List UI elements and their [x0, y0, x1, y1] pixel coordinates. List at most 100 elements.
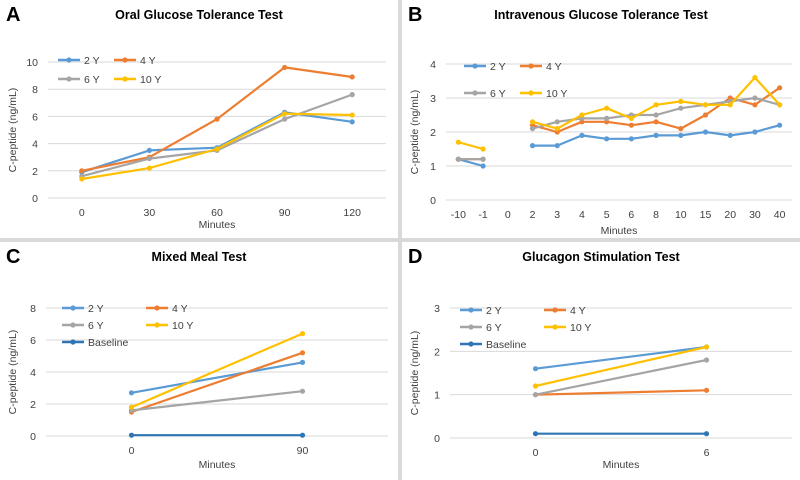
x-axis-label: Minutes	[601, 225, 638, 237]
legend-marker	[468, 341, 474, 347]
legend-marker	[468, 307, 474, 313]
y-axis-label: C-peptide (ng/mL)	[7, 88, 19, 173]
data-point-6y	[703, 357, 710, 363]
y-tick-label: 2	[32, 166, 38, 178]
data-point-10y	[604, 105, 610, 111]
data-point-2y	[128, 390, 135, 396]
data-point-2y	[480, 163, 486, 169]
panel-label: B	[408, 4, 423, 26]
data-point-2y	[532, 366, 539, 372]
data-point-2y	[146, 147, 152, 153]
y-tick-label: 3	[430, 93, 436, 105]
panel-gst: D Glucagon Stimulation Test 0 1 2 3 0 6 Minute…	[402, 242, 800, 480]
data-point-10y	[146, 165, 152, 171]
y-tick-label: 0	[430, 195, 436, 207]
data-point-10y	[628, 115, 634, 121]
data-point-6y	[146, 155, 152, 162]
data-point-10y	[128, 404, 135, 410]
series-line-4y	[535, 389, 707, 396]
legend-marker	[552, 307, 558, 313]
data-point-10y	[299, 331, 306, 337]
data-point-baseline	[703, 431, 710, 437]
panel-label: C	[6, 246, 21, 268]
data-point-10y	[752, 75, 758, 81]
data-point-4y	[79, 168, 85, 174]
data-point-4y	[628, 122, 634, 128]
legend-label: 2 Y	[88, 303, 104, 315]
legend-label: 10 Y	[546, 88, 567, 100]
data-point-10y	[702, 102, 709, 108]
panel-ogtt: A Oral Glucose Tolerance Test 0 2 4 6 8 10 0 30…	[0, 0, 398, 238]
y-tick-label: 8	[30, 303, 36, 315]
legend-marker	[528, 90, 534, 96]
data-point-10y	[554, 126, 560, 132]
x-tick-label: -1	[478, 209, 487, 221]
data-point-10y	[678, 98, 684, 104]
x-tick-label: 60	[211, 207, 223, 219]
y-tick-label: 6	[32, 111, 38, 123]
data-point-6y	[604, 115, 610, 121]
y-tick-label: 1	[434, 390, 440, 402]
x-tick-label: 40	[774, 209, 786, 221]
data-point-6y	[678, 105, 684, 111]
x-tick-label: 30	[749, 209, 761, 221]
data-point-10y	[529, 119, 536, 125]
data-point-6y	[554, 119, 560, 125]
data-point-4y	[678, 126, 684, 132]
data-point-baseline	[128, 432, 135, 438]
series-line-2y	[131, 361, 303, 394]
x-tick-label: 0	[505, 209, 511, 221]
data-point-2y	[554, 143, 560, 149]
y-axis-label: C-peptide (ng/mL)	[409, 90, 421, 175]
data-point-2y	[777, 122, 783, 128]
data-point-10y	[455, 139, 461, 145]
y-tick-label: 4	[430, 59, 436, 71]
x-tick-label: 5	[604, 209, 610, 221]
y-tick-label: 3	[434, 303, 440, 315]
x-tick-label: 10	[675, 209, 687, 221]
legend-label: 10 Y	[172, 320, 193, 332]
chart-mmtt: 0 2 4 6 8 0 90 Minutes C-peptide (ng/mL) 2 Y 4 Y 6 …	[7, 303, 388, 471]
data-point-4y	[349, 74, 355, 80]
legend-label: 2 Y	[486, 305, 502, 317]
panel-label: D	[408, 246, 423, 268]
data-point-2y	[678, 132, 684, 138]
x-axis-label: Minutes	[603, 459, 640, 471]
chart-title: Mixed Meal Test	[151, 250, 247, 264]
data-point-4y	[214, 116, 220, 122]
data-point-4y	[777, 85, 783, 91]
data-point-6y	[455, 156, 461, 162]
legend-marker	[468, 324, 474, 330]
legend-label: Baseline	[486, 339, 526, 351]
data-point-6y	[653, 112, 659, 118]
x-tick-label: 15	[700, 209, 712, 221]
data-point-2y	[702, 129, 709, 135]
data-point-4y	[703, 387, 710, 393]
data-point-10y	[579, 112, 585, 118]
legend-label: 4 Y	[570, 305, 586, 317]
data-point-2y	[579, 132, 585, 138]
y-axis-label: C-peptide (ng/mL)	[409, 331, 421, 416]
x-tick-label: 20	[724, 209, 736, 221]
legend-label: 4 Y	[172, 303, 188, 315]
series-line-6y	[535, 358, 707, 396]
data-point-10y	[727, 102, 733, 108]
y-tick-label: 4	[30, 367, 36, 379]
data-point-2y	[727, 132, 733, 138]
y-tick-label: 8	[32, 84, 38, 96]
data-point-baseline	[532, 431, 539, 437]
series-line-4y	[131, 351, 303, 414]
x-tick-label: 0	[129, 445, 135, 457]
data-point-2y	[604, 136, 610, 142]
data-point-4y	[299, 350, 306, 356]
legend-marker	[66, 76, 72, 82]
legend-marker	[122, 76, 128, 82]
data-point-10y	[480, 146, 486, 152]
series-line-6y	[458, 96, 780, 161]
panel-label: A	[6, 4, 21, 26]
series-line-6y	[81, 93, 353, 178]
y-tick-label: 2	[434, 346, 440, 358]
x-tick-label: 3	[554, 209, 560, 221]
legend-label: 6 Y	[88, 320, 104, 332]
legend-marker	[552, 324, 558, 330]
